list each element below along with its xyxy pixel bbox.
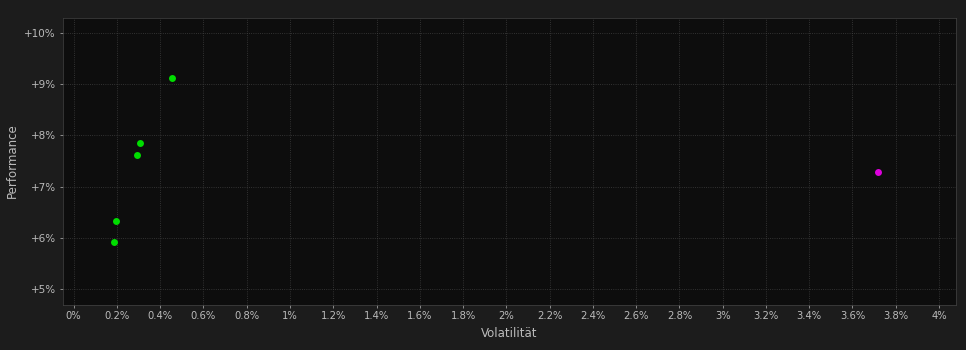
Y-axis label: Performance: Performance — [6, 124, 18, 198]
Point — [129, 152, 145, 158]
Point — [132, 140, 148, 146]
Point — [108, 219, 124, 224]
X-axis label: Volatilität: Volatilität — [481, 327, 538, 340]
Point — [106, 239, 122, 245]
Point — [870, 169, 886, 175]
Point — [164, 75, 180, 81]
